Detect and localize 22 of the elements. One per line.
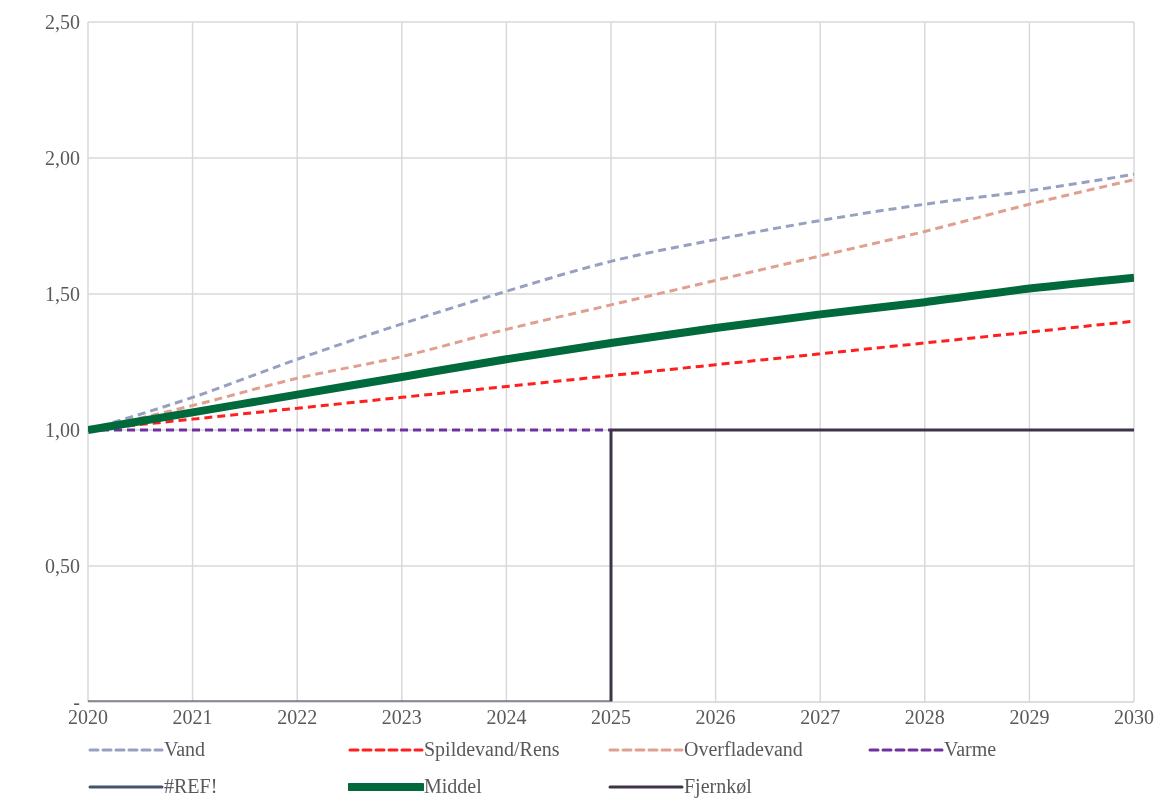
legend-label: Varme [944,738,997,761]
y-tick-label: 2,00 [45,147,80,170]
legend-label: Vand [164,738,206,761]
x-tick-label: 2028 [904,706,945,729]
legend-label: Spildevand/Rens [424,738,560,761]
x-tick-label: 2026 [695,706,736,729]
x-tick-label: 2021 [172,706,213,729]
x-tick-label: 2022 [277,706,318,729]
legend-label: Middel [424,775,482,798]
x-tick-label: 2024 [486,706,527,729]
legend-label: Overfladevand [684,738,803,761]
x-tick-label: 2029 [1009,706,1050,729]
x-tick-label: 2030 [1114,706,1154,729]
x-tick-label: 2027 [800,706,841,729]
y-tick-label: 1,50 [45,283,80,306]
legend-label: Fjernkøl [684,775,752,798]
y-tick-label: 2,50 [45,11,80,34]
y-tick-label: 1,00 [45,419,80,442]
x-tick-label: 2023 [381,706,422,729]
y-tick-label: 0,50 [45,555,80,578]
legend-label: #REF! [164,775,218,798]
x-tick-label: 2025 [591,706,631,729]
